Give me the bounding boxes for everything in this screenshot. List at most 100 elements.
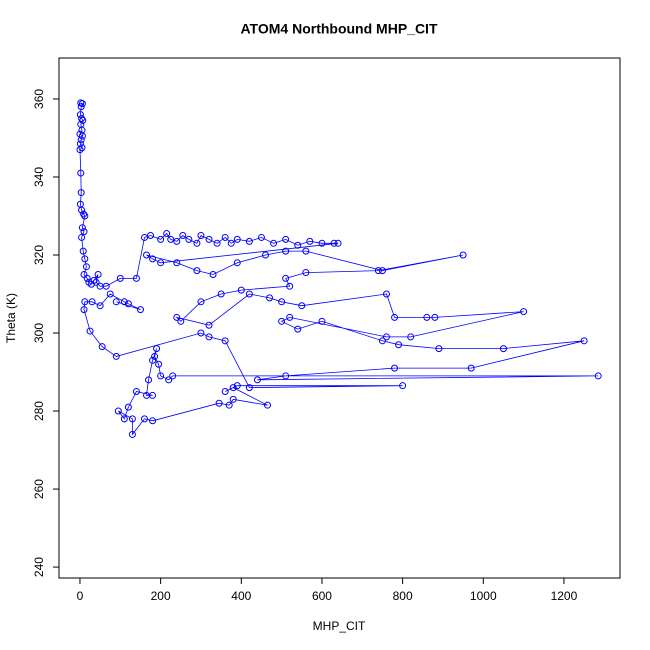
- data-point: [382, 290, 390, 298]
- x-tick-label: 400: [231, 589, 251, 603]
- data-point: [467, 364, 475, 372]
- data-point: [215, 399, 223, 407]
- data-point: [163, 230, 171, 238]
- data-point: [253, 376, 261, 384]
- data-point: [155, 360, 163, 368]
- data-point: [407, 333, 415, 341]
- data-point: [157, 235, 165, 243]
- data-point: [306, 237, 314, 245]
- data-point: [112, 352, 120, 360]
- data-point: [157, 372, 165, 380]
- data-point: [78, 224, 86, 232]
- data-point: [580, 337, 588, 345]
- data-point: [330, 239, 338, 247]
- data-point: [94, 271, 102, 279]
- y-axis-label: Theta (K): [4, 293, 18, 343]
- data-point: [86, 327, 94, 335]
- data-point: [286, 282, 294, 290]
- data-point: [149, 417, 157, 425]
- y-tick-label: 340: [32, 167, 46, 187]
- data-point: [391, 313, 399, 321]
- data-point: [149, 391, 157, 399]
- x-tick-label: 200: [151, 589, 171, 603]
- data-point: [143, 251, 151, 259]
- data-point: [120, 415, 128, 423]
- data-point: [96, 302, 104, 310]
- data-point: [157, 259, 165, 267]
- data-point: [79, 116, 87, 124]
- data-point: [114, 407, 122, 415]
- y-tick-label: 300: [32, 323, 46, 343]
- data-point: [245, 237, 253, 245]
- data-point: [298, 302, 306, 310]
- x-tick-label: 800: [393, 589, 413, 603]
- data-point: [147, 231, 155, 239]
- data-point: [197, 298, 205, 306]
- data-point: [169, 372, 177, 380]
- data-point: [88, 298, 96, 306]
- data-point: [217, 290, 225, 298]
- data-point: [459, 251, 467, 259]
- data-point: [81, 212, 89, 220]
- data-point: [227, 239, 235, 247]
- data-point: [81, 298, 89, 306]
- data-point: [378, 267, 386, 275]
- data-point: [197, 329, 205, 337]
- data-point: [77, 189, 85, 197]
- data-point: [76, 146, 84, 154]
- data-point: [145, 376, 153, 384]
- y-tick-label: 260: [32, 479, 46, 499]
- data-point: [205, 235, 213, 243]
- data-point: [81, 255, 89, 263]
- data-point: [193, 267, 201, 275]
- data-point: [80, 228, 88, 236]
- data-point: [193, 239, 201, 247]
- data-point: [233, 382, 241, 390]
- data-point: [278, 317, 286, 325]
- data-point: [151, 352, 159, 360]
- data-point: [391, 364, 399, 372]
- data-point: [435, 345, 443, 353]
- data-point: [112, 298, 120, 306]
- x-tick-label: 1200: [551, 589, 578, 603]
- data-point: [128, 430, 136, 438]
- data-point: [282, 235, 290, 243]
- data-point: [257, 233, 265, 241]
- data-point: [78, 132, 86, 140]
- data-point: [78, 144, 86, 152]
- data-point: [266, 294, 274, 302]
- data-point: [82, 263, 90, 271]
- y-tick-label: 280: [32, 401, 46, 421]
- data-point: [78, 233, 86, 241]
- data-point: [209, 271, 217, 279]
- data-point: [423, 313, 431, 321]
- data-point: [302, 247, 310, 255]
- y-tick-label: 360: [32, 89, 46, 109]
- data-point: [205, 333, 213, 341]
- data-point: [221, 388, 229, 396]
- data-point: [83, 274, 91, 282]
- data-point: [302, 269, 310, 277]
- data-point: [286, 313, 294, 321]
- data-point: [173, 259, 181, 267]
- data-point: [520, 308, 528, 316]
- data-point: [213, 239, 221, 247]
- data-point: [173, 237, 181, 245]
- data-point: [149, 356, 157, 364]
- data-point: [264, 401, 272, 409]
- x-tick-label: 600: [312, 589, 332, 603]
- data-point: [80, 306, 88, 314]
- y-tick-label: 240: [32, 557, 46, 577]
- data-point: [261, 251, 269, 259]
- data-point: [124, 403, 132, 411]
- data-point: [294, 325, 302, 333]
- x-axis-label: MHP_CIT: [313, 619, 366, 633]
- data-point: [179, 231, 187, 239]
- data-point: [382, 333, 390, 341]
- data-point: [399, 382, 407, 390]
- data-point: [90, 276, 98, 284]
- data-point: [245, 384, 253, 392]
- data-point: [141, 233, 149, 241]
- data-point: [282, 274, 290, 282]
- data-point: [136, 306, 144, 314]
